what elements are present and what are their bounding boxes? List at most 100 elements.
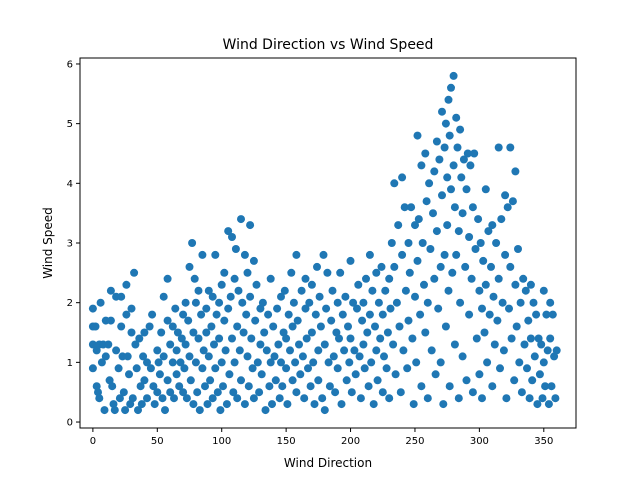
data-point: [106, 286, 115, 295]
data-point: [115, 394, 124, 403]
data-point: [520, 340, 529, 349]
data-point: [224, 304, 233, 313]
data-point: [447, 185, 455, 194]
data-point: [176, 358, 185, 367]
x-axis-ticks: 0 50 100 150 200 250 300 350: [90, 428, 553, 447]
data-point: [457, 173, 466, 182]
data-point: [492, 239, 501, 247]
data-point: [143, 358, 151, 367]
data-point: [185, 262, 194, 271]
data-point: [439, 400, 448, 409]
data-point: [149, 382, 158, 391]
data-point: [298, 352, 307, 361]
data-point: [368, 286, 377, 295]
data-point: [440, 143, 449, 152]
data-point: [420, 280, 428, 289]
data-point: [204, 352, 213, 361]
data-point: [280, 286, 289, 295]
data-point: [506, 143, 515, 152]
y-tick-label: 6: [67, 59, 73, 70]
data-point: [390, 179, 399, 188]
data-point: [349, 298, 358, 307]
data-point: [462, 185, 471, 194]
data-point: [333, 364, 342, 373]
data-point: [284, 310, 293, 319]
data-point: [449, 71, 458, 80]
data-point: [506, 262, 515, 271]
data-point: [323, 268, 332, 277]
data-point: [186, 376, 195, 385]
data-point: [381, 286, 390, 295]
data-point: [201, 382, 209, 391]
data-point: [255, 388, 264, 397]
data-point: [122, 310, 131, 319]
data-point: [230, 358, 239, 367]
data-point: [181, 340, 190, 349]
y-tick-label: 3: [67, 239, 73, 250]
data-point: [226, 292, 235, 301]
data-point: [278, 382, 287, 391]
data-point: [411, 221, 419, 230]
y-tick-label: 0: [67, 418, 73, 429]
data-point: [350, 346, 359, 355]
data-point: [228, 334, 236, 343]
data-point: [546, 298, 555, 307]
data-point: [233, 322, 242, 331]
data-point: [355, 352, 364, 361]
data-point: [117, 292, 126, 301]
data-point: [173, 328, 182, 337]
data-point: [301, 304, 310, 313]
data-point: [197, 310, 206, 319]
data-point: [463, 149, 472, 158]
data-point: [476, 239, 485, 247]
data-point: [456, 125, 465, 134]
data-point: [101, 352, 110, 361]
data-point: [222, 400, 231, 409]
data-point: [231, 245, 240, 253]
data-point: [331, 388, 340, 397]
data-point: [189, 328, 198, 337]
data-point: [351, 370, 360, 379]
data-point: [538, 394, 547, 403]
data-point: [194, 334, 203, 343]
data-point: [456, 298, 465, 307]
data-point: [399, 346, 408, 355]
data-point: [383, 328, 392, 337]
data-point: [106, 316, 115, 325]
data-point: [217, 358, 226, 367]
data-point: [125, 370, 133, 379]
data-point: [481, 280, 490, 289]
data-point: [511, 280, 520, 289]
data-point: [163, 316, 172, 325]
data-point: [400, 203, 409, 212]
data-point: [234, 286, 243, 295]
data-point: [92, 382, 101, 391]
data-point: [471, 245, 480, 253]
data-point: [324, 358, 333, 367]
data-point: [310, 400, 319, 409]
data-point: [180, 364, 189, 373]
data-point: [163, 274, 172, 283]
data-point: [505, 304, 513, 313]
data-point: [378, 310, 387, 319]
data-point: [166, 388, 175, 397]
data-point: [440, 250, 449, 259]
data-point: [552, 346, 561, 355]
data-point: [104, 340, 113, 349]
data-point: [404, 239, 413, 247]
y-tick-label: 2: [67, 298, 73, 309]
data-point: [362, 274, 370, 283]
data-point: [414, 215, 423, 224]
data-point: [510, 376, 519, 385]
data-point: [240, 250, 249, 259]
data-point: [128, 394, 137, 403]
data-point: [194, 286, 203, 295]
data-point: [449, 161, 458, 170]
data-point: [225, 370, 234, 379]
data-point: [496, 364, 504, 373]
data-point: [127, 328, 136, 337]
data-point: [403, 364, 412, 373]
chart-title: Wind Direction vs Wind Speed: [223, 37, 434, 53]
data-point: [288, 322, 297, 331]
data-point: [158, 394, 167, 403]
